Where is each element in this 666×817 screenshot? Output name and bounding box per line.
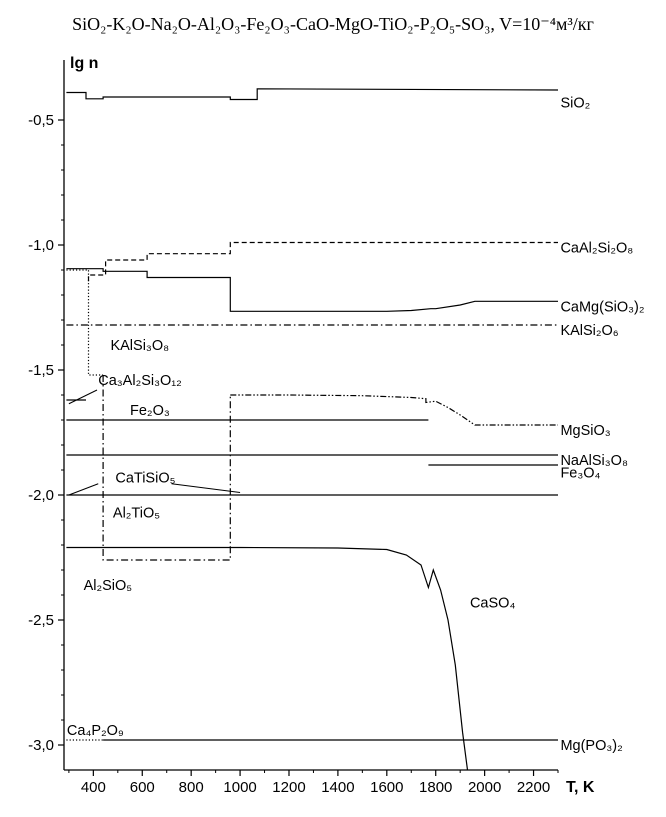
plot-lines (66, 88, 559, 771)
series-label-caal2si2o8: CaAl₂Si₂O₈ (560, 241, 633, 257)
series-line-al2sio5 (102, 375, 231, 561)
leader-lines (68, 389, 241, 496)
x-tick-label: 1000 (223, 779, 256, 796)
series-line-mgsio3 (230, 394, 558, 426)
x-tick-label: 800 (179, 779, 204, 796)
series-label-kalsi2o6: KAlSi₂O₆ (560, 323, 618, 339)
leader-line-0 (68, 389, 98, 405)
series-line-caal2si2o8 (87, 241, 558, 282)
x-tick-label: 1800 (419, 779, 452, 796)
series-line-kalsi3o8 (66, 269, 104, 376)
series-label-kalsi3o8: KAlSi₃O₈ (110, 338, 169, 354)
series-label-mg-po3-2: Mg(PO₃)₂ (560, 738, 622, 754)
leader-line-2 (171, 483, 241, 493)
series-label-ca4p2o9: Ca₄P₂O₉ (67, 723, 124, 739)
series-label-al2tio5: Al₂TiO₅ (113, 506, 160, 522)
ticks: 400 600 800 1000 1200 1400 1600 1800 2000 2200 -0,… (28, 112, 559, 796)
axes (63, 60, 558, 771)
y-tick-label: -2,0 (28, 487, 54, 504)
x-tick-label: 2000 (468, 779, 501, 796)
x-tick-label: 600 (130, 779, 155, 796)
series-label-fe2o3: Fe₂O₃ (130, 403, 170, 419)
y-axis-title: lg n (70, 55, 98, 72)
series-label-caso4: CaSO₄ (470, 596, 515, 612)
series-label-fe3o4: Fe₃O₄ (560, 466, 600, 482)
series-line-camg-sio3-2 (66, 268, 558, 312)
x-axis-title: T, K (566, 779, 595, 796)
x-tick-label: 400 (81, 779, 106, 796)
y-tick-label: -2,5 (28, 612, 54, 629)
series-line-caso4 (66, 546, 469, 771)
series-label-naalsi3o8: NaAlSi₃O₈ (560, 453, 628, 469)
series-label-al2sio5: Al₂SiO₅ (84, 578, 133, 594)
x-tick-label: 1200 (272, 779, 305, 796)
leader-line-1 (68, 483, 99, 496)
chart-title: SiO₂-K₂O-Na₂O-Al₂O₃-Fe₂O₃-CaO-MgO-TiO₂-P… (72, 14, 594, 34)
x-tick-label: 1600 (370, 779, 403, 796)
series-label-sio2: SiO₂ (560, 96, 590, 112)
series-label-mgsio3: MgSiO₃ (560, 423, 610, 439)
series-label-ca3al2si3o12: Ca₃Al₂Si₃O₁₂ (98, 373, 182, 389)
y-tick-label: -1,0 (28, 237, 54, 254)
labels: lg n T, K SiO₂ CaAl₂Si₂O₈ CaMg(SiO₃)₂ KAlSi₂O… (67, 55, 645, 796)
y-tick-label: -0,5 (28, 112, 54, 129)
x-tick-label: 2200 (517, 779, 550, 796)
series-line-sio2 (66, 88, 559, 101)
series-label-catisio5: CaTiSiO₅ (115, 471, 175, 487)
series-label-camg-sio3-2: CaMg(SiO₃)₂ (560, 299, 644, 315)
x-tick-label: 1400 (321, 779, 354, 796)
y-tick-label: -3,0 (28, 737, 54, 754)
y-tick-label: -1,5 (28, 362, 54, 379)
